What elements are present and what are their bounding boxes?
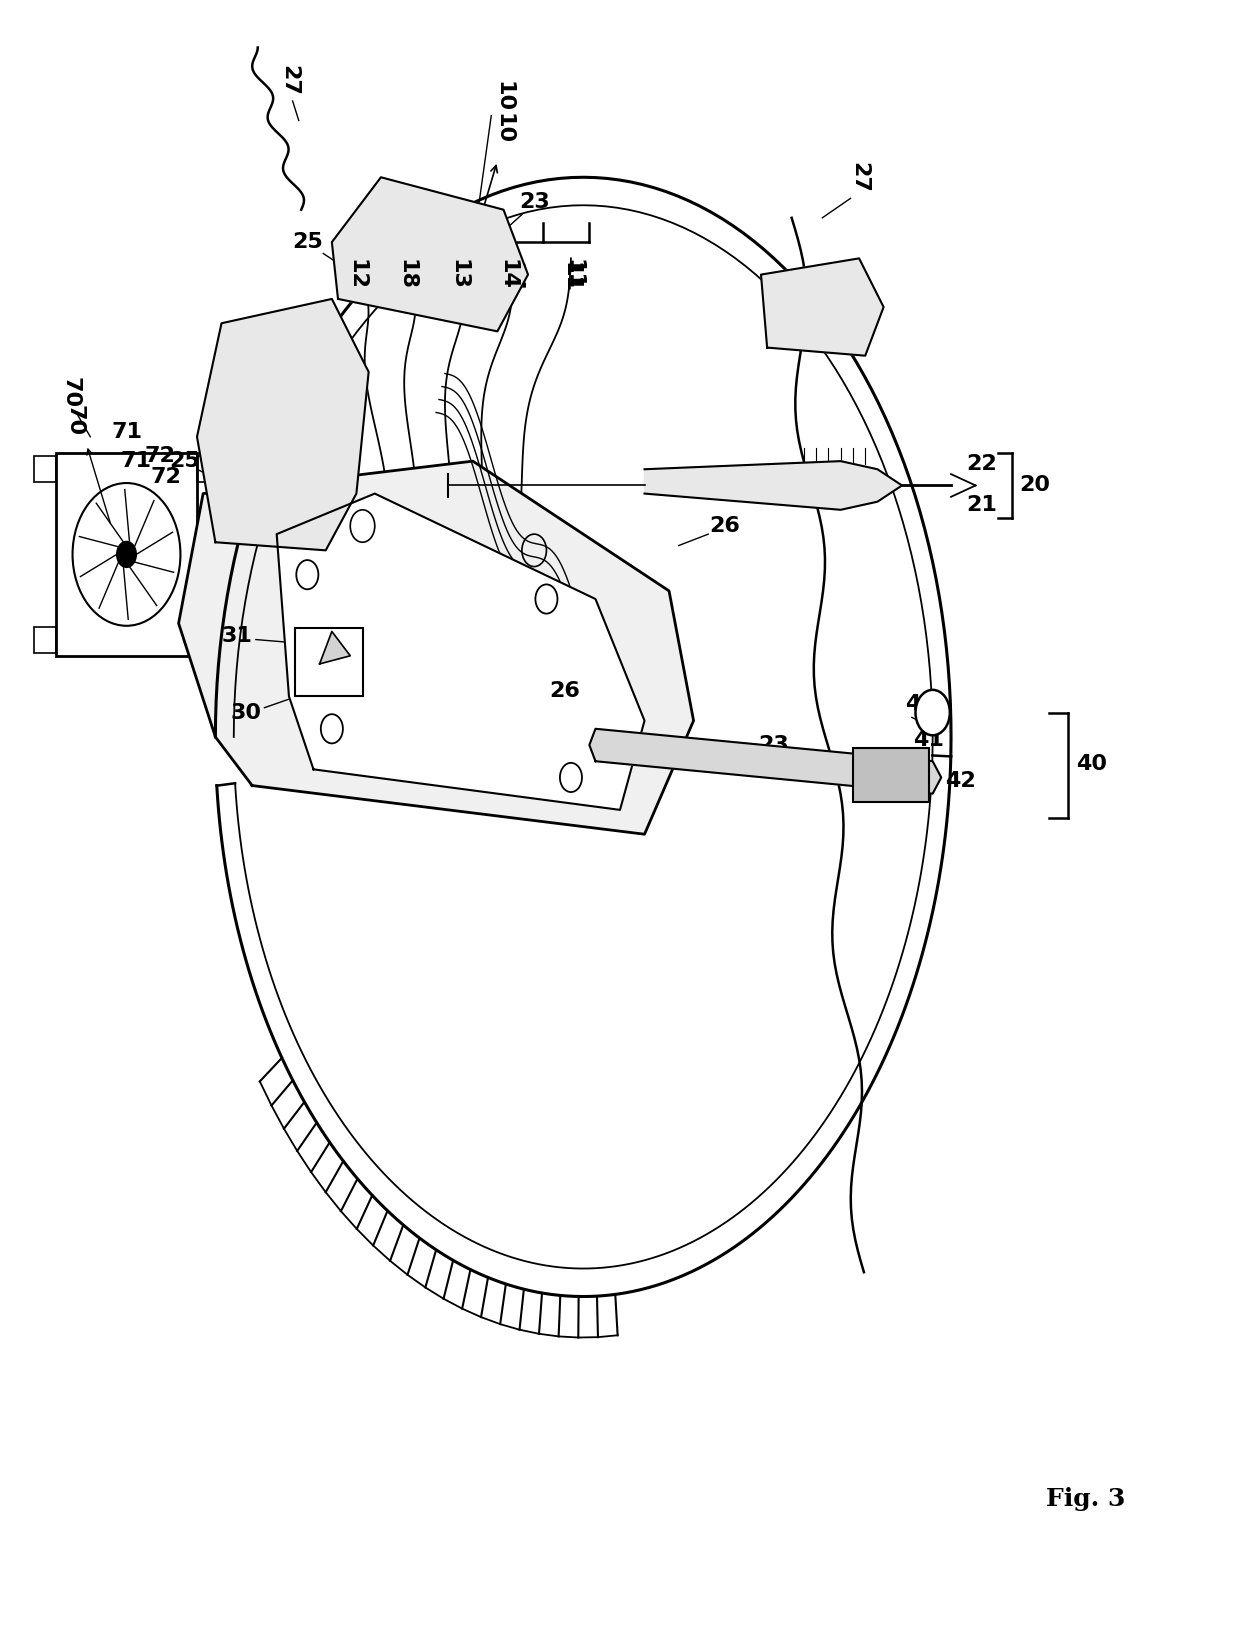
Text: 20: 20: [1019, 476, 1050, 496]
Text: 30: 30: [231, 702, 262, 723]
Text: 42: 42: [945, 771, 976, 790]
Text: Fig. 3: Fig. 3: [1047, 1487, 1126, 1512]
Text: 70: 70: [61, 378, 81, 409]
Text: 70: 70: [64, 406, 84, 437]
Text: 11: 11: [560, 262, 582, 293]
Text: 10: 10: [494, 80, 513, 111]
Bar: [33, 627, 56, 653]
Bar: [853, 748, 929, 802]
Text: 71: 71: [120, 452, 151, 471]
Text: 25: 25: [170, 452, 200, 471]
Bar: [56, 453, 197, 656]
Text: 27: 27: [849, 162, 869, 193]
Bar: [33, 456, 56, 483]
Circle shape: [117, 542, 136, 568]
Text: 13: 13: [448, 258, 469, 290]
Text: 27: 27: [279, 64, 299, 95]
Bar: [295, 628, 362, 697]
Text: 26: 26: [549, 682, 580, 702]
Polygon shape: [645, 461, 901, 510]
Text: 71: 71: [112, 422, 143, 442]
Polygon shape: [332, 177, 528, 332]
Text: 31: 31: [222, 627, 253, 646]
Text: 25: 25: [291, 232, 322, 252]
Text: 14: 14: [502, 262, 522, 293]
Text: 18: 18: [399, 262, 419, 293]
Text: 72: 72: [145, 447, 176, 466]
Text: 23: 23: [758, 735, 789, 754]
Text: 13: 13: [450, 262, 471, 293]
Polygon shape: [277, 494, 645, 810]
Polygon shape: [179, 461, 693, 834]
Polygon shape: [589, 728, 941, 793]
Text: 72: 72: [151, 468, 182, 488]
Text: 12: 12: [346, 258, 366, 290]
Polygon shape: [320, 631, 350, 664]
Text: 26: 26: [709, 515, 739, 537]
Text: 10: 10: [494, 113, 513, 144]
Text: 22: 22: [966, 455, 997, 474]
Text: 40: 40: [1076, 754, 1107, 774]
Bar: [197, 456, 219, 483]
Text: 11: 11: [563, 258, 583, 290]
Bar: [197, 627, 219, 653]
Polygon shape: [761, 258, 884, 355]
Circle shape: [915, 690, 950, 735]
Text: 23: 23: [518, 191, 549, 211]
Text: 12: 12: [346, 262, 366, 293]
Polygon shape: [197, 299, 368, 550]
Text: 14: 14: [497, 258, 517, 290]
Text: 21: 21: [966, 496, 997, 515]
Text: 41: 41: [914, 730, 945, 751]
Text: 43: 43: [905, 694, 936, 715]
Text: 18: 18: [397, 258, 417, 290]
